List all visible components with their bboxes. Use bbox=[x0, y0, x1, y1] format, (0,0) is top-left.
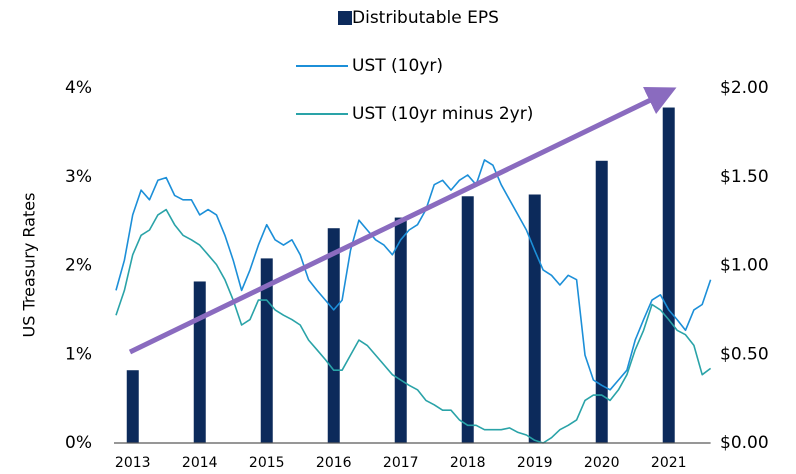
bar bbox=[662, 107, 675, 444]
y-tick-label: 1% bbox=[65, 344, 92, 364]
x-tick-label: 2013 bbox=[115, 455, 151, 471]
y-tick-label: 0% bbox=[65, 433, 92, 453]
bar bbox=[394, 217, 407, 443]
y-axis-label: US Treasury Rates bbox=[20, 193, 39, 338]
x-tick-label: 2015 bbox=[249, 455, 285, 471]
legend-label: Distributable EPS bbox=[352, 8, 499, 28]
y-tick-label: 4% bbox=[65, 78, 92, 98]
legend-swatch bbox=[338, 11, 352, 25]
y-tick-label: 3% bbox=[65, 167, 92, 187]
x-tick-label: 2016 bbox=[316, 455, 352, 471]
legend: Distributable EPS UST (10yr) UST (10yr min… bbox=[296, 8, 533, 124]
x-tick-label: 2018 bbox=[450, 455, 486, 471]
x-tick-label: 2017 bbox=[383, 455, 419, 471]
bar bbox=[327, 228, 340, 443]
bar bbox=[193, 281, 206, 443]
y2-tick-label: $0.00 bbox=[720, 433, 769, 453]
x-tick-label: 2021 bbox=[651, 455, 687, 471]
bar bbox=[461, 196, 474, 443]
line bbox=[115, 159, 712, 391]
y-tick-label: 2% bbox=[65, 256, 92, 276]
x-tick-label: 2020 bbox=[584, 455, 620, 471]
legend-label: UST (10yr minus 2yr) bbox=[352, 104, 533, 124]
y2-tick-label: $1.50 bbox=[720, 167, 769, 187]
trend-arrow bbox=[128, 87, 677, 355]
legend-label: UST (10yr) bbox=[352, 56, 443, 76]
bar bbox=[528, 194, 541, 443]
y2-tick-label: $2.00 bbox=[720, 78, 769, 98]
bar bbox=[126, 370, 139, 443]
y2-tick-label: $0.50 bbox=[720, 344, 769, 364]
y2-tick-label: $1.00 bbox=[720, 256, 769, 276]
x-tick-label: 2019 bbox=[517, 455, 553, 471]
x-tick-label: 2014 bbox=[182, 455, 218, 471]
line bbox=[115, 208, 712, 444]
bar bbox=[595, 160, 608, 443]
